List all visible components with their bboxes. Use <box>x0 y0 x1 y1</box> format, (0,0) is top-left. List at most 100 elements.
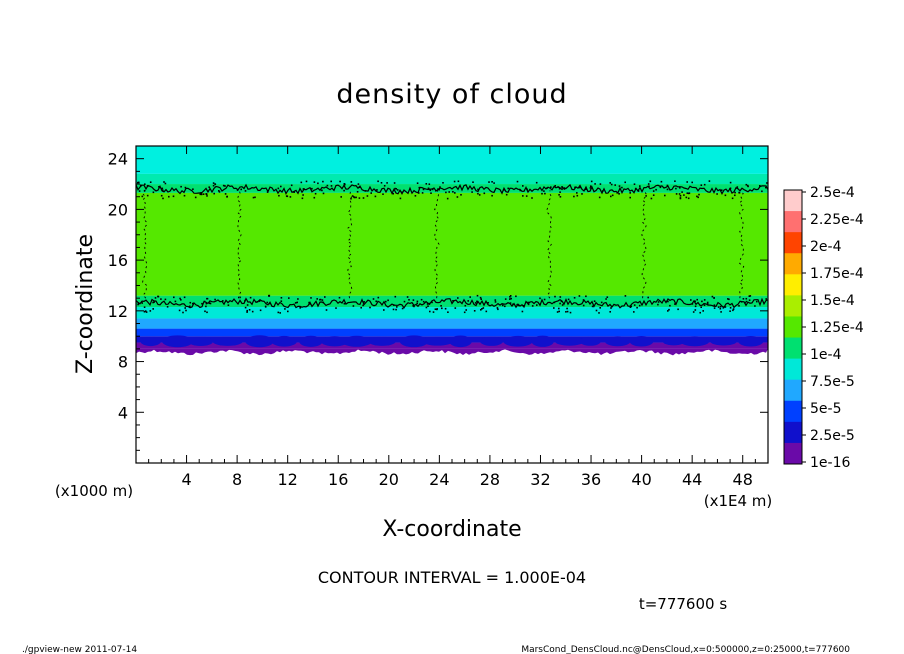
contour-speckle <box>394 187 396 190</box>
contour-speckle <box>765 186 767 189</box>
contour-speckle <box>523 305 525 307</box>
contour-speckle <box>163 181 165 183</box>
contour-speckle <box>724 306 727 308</box>
contour-speckle <box>429 189 432 192</box>
colorbar-swatch <box>784 316 802 339</box>
contour-speckle <box>200 193 203 195</box>
contour-speckle <box>702 310 704 312</box>
contour-speckle <box>279 312 281 314</box>
contour-speckle <box>385 300 387 303</box>
colorbar-label: 1.5e-4 <box>810 293 855 309</box>
footer-right: MarsCond_DensCloud.nc@DensCloud,x=0:5000… <box>521 645 850 654</box>
contour-speckle <box>686 181 688 183</box>
contour-speckle <box>301 197 304 200</box>
contour-speckle <box>703 299 706 301</box>
contour-speckle <box>618 185 621 187</box>
contour-speckle <box>375 300 377 303</box>
x-tick-label: 16 <box>328 470 348 489</box>
contour-speckle <box>246 311 248 313</box>
contour-speckle <box>399 197 402 200</box>
contour-speckle <box>311 187 313 190</box>
contour-speckle <box>162 197 164 200</box>
x-axis-ticks: 4 8 12 16 20 24 28 32 36 40 44 48 <box>148 146 756 489</box>
contour-speckle <box>655 188 657 191</box>
contour-speckle <box>286 195 289 198</box>
contour-speckle <box>376 189 378 191</box>
contour-speckle <box>426 303 429 305</box>
contour-speckle <box>174 300 177 303</box>
colorbar-swatch <box>784 421 802 444</box>
contour-speckle <box>481 308 483 310</box>
contour-speckle <box>444 307 447 310</box>
contour-speckle <box>434 308 437 310</box>
contour-speckle <box>706 303 709 305</box>
density-lump <box>579 336 601 346</box>
contour-speckle <box>605 298 607 300</box>
contour-speckle <box>711 295 714 298</box>
contour-speckle <box>287 310 289 313</box>
colorbar-swatch <box>784 400 802 423</box>
contour-speckle <box>377 296 380 299</box>
contour-speckle <box>516 180 519 183</box>
contour-speckle <box>202 193 205 195</box>
contour-speckle <box>429 310 431 313</box>
density-layer-7 <box>136 192 768 296</box>
contour-speckle <box>745 183 748 186</box>
contour-speckle <box>326 184 329 187</box>
contour-speckle <box>192 188 194 190</box>
contour-speckle <box>639 185 641 187</box>
contour-speckle <box>512 303 514 306</box>
contour-speckle <box>539 297 541 300</box>
contour-speckle <box>482 307 485 309</box>
contour-speckle <box>599 183 602 185</box>
contour-speckle <box>502 189 505 191</box>
contour-speckle <box>418 186 421 189</box>
contour-speckle <box>280 297 283 299</box>
contour-speckle <box>268 295 270 297</box>
contour-speckle <box>629 192 631 194</box>
contour-speckle <box>212 182 215 184</box>
contour-speckle <box>431 301 433 304</box>
x-tick-label: 40 <box>631 470 651 489</box>
contour-speckle <box>487 302 489 304</box>
contour-speckle <box>701 300 703 303</box>
contour-speckle <box>467 300 469 302</box>
contour-speckle <box>343 302 346 305</box>
contour-speckle <box>392 308 395 311</box>
x-tick-label: 32 <box>530 470 550 489</box>
contour-speckle <box>322 192 325 195</box>
contour-speckle <box>581 193 583 195</box>
colorbar-label: 7.5e-5 <box>810 374 855 390</box>
contour-speckle <box>569 311 572 314</box>
contour-speckle <box>729 310 731 312</box>
contour-speckle <box>224 185 226 187</box>
contour-speckle <box>184 186 187 189</box>
contour-speckle <box>355 196 357 199</box>
contour-speckle <box>351 195 354 197</box>
contour-speckle <box>729 187 732 190</box>
contour-speckle <box>728 298 730 301</box>
contour-speckle <box>161 187 164 190</box>
contour-speckle <box>258 300 261 302</box>
contour-speckle <box>309 303 311 305</box>
contour-speckle <box>160 298 162 300</box>
contour-speckle <box>244 190 247 192</box>
contour-speckle <box>731 197 734 200</box>
colorbar-swatch <box>784 379 802 402</box>
contour-speckle <box>687 192 690 195</box>
contour-speckle <box>694 300 696 303</box>
contour-speckle <box>350 181 353 183</box>
contour-speckle <box>189 301 192 304</box>
contour-speckle <box>720 311 722 313</box>
contour-speckle <box>288 297 290 299</box>
contour-speckle <box>294 302 297 304</box>
contour-speckle <box>441 307 443 310</box>
contour-speckle <box>544 192 546 195</box>
contour-speckle <box>507 187 509 190</box>
contour-speckle <box>460 194 462 196</box>
contour-speckle <box>452 191 454 193</box>
density-lump <box>629 336 654 347</box>
contour-speckle <box>720 189 723 191</box>
contour-speckle <box>550 186 552 188</box>
contour-speckle <box>343 189 345 192</box>
